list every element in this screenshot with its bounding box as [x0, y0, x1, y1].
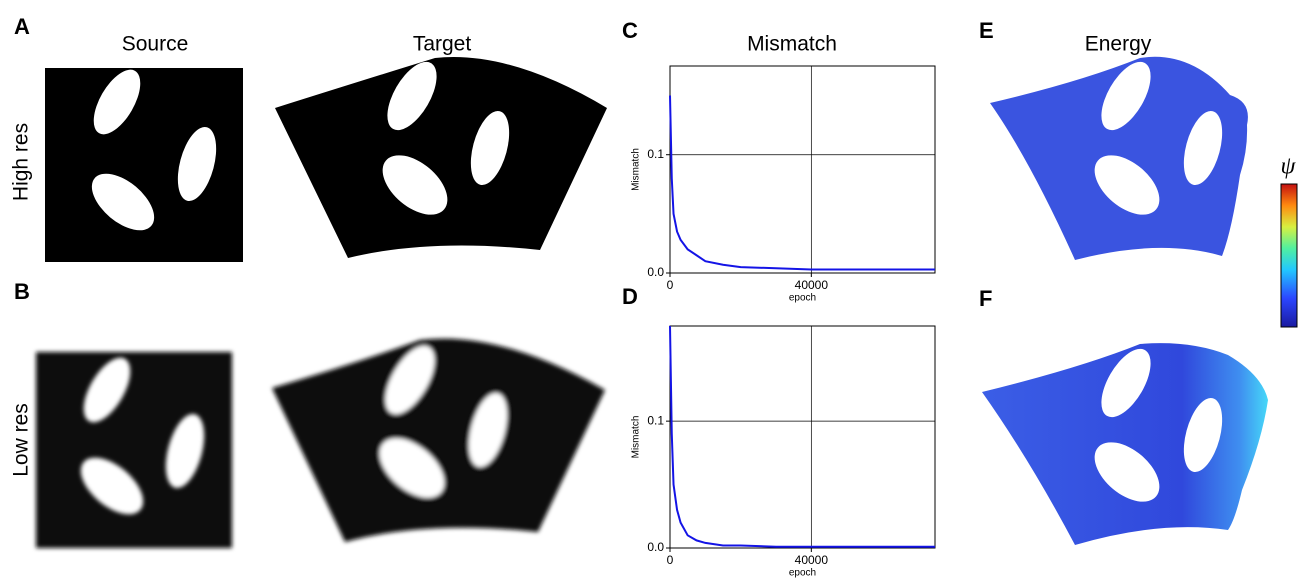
panel-label: F [979, 286, 992, 311]
column-header: Mismatch [747, 33, 837, 56]
x-tick-label: 0 [667, 553, 674, 567]
x-axis-label: epoch [789, 293, 816, 304]
panel-label: A [14, 14, 30, 39]
colorbar-label: ψ [1281, 154, 1297, 180]
panel-label: D [622, 284, 638, 309]
column-header: Source [122, 33, 189, 56]
y-axis-label: Mismatch [631, 148, 642, 191]
plot-area [670, 66, 935, 273]
x-axis-label: epoch [789, 568, 816, 579]
y-axis-label: Mismatch [631, 416, 642, 459]
column-header: Target [413, 33, 472, 56]
row-label: High res [10, 123, 33, 201]
y-tick-label: 0.0 [647, 540, 664, 554]
panel-label: B [14, 279, 30, 304]
source-low-res [36, 350, 232, 548]
colorbar [1281, 184, 1297, 327]
y-tick-label: 0.1 [647, 147, 664, 161]
plot-area [670, 326, 935, 548]
column-header: Energy [1085, 33, 1152, 56]
x-tick-label: 40000 [795, 553, 829, 567]
figure: A B C D E F Source Target Mismatch Energ… [0, 0, 1299, 579]
x-tick-label: 0 [667, 278, 674, 292]
y-tick-label: 0.1 [647, 413, 664, 427]
energy-high-res [990, 54, 1248, 260]
target-low-res [272, 338, 605, 542]
row-label: Low res [10, 403, 33, 477]
panel-label: C [622, 18, 638, 43]
x-tick-label: 40000 [795, 278, 829, 292]
panel-label: E [979, 18, 994, 43]
target-high-res [275, 54, 607, 258]
source-high-res [45, 62, 243, 262]
y-tick-label: 0.0 [647, 265, 664, 279]
energy-low-res [982, 341, 1268, 545]
